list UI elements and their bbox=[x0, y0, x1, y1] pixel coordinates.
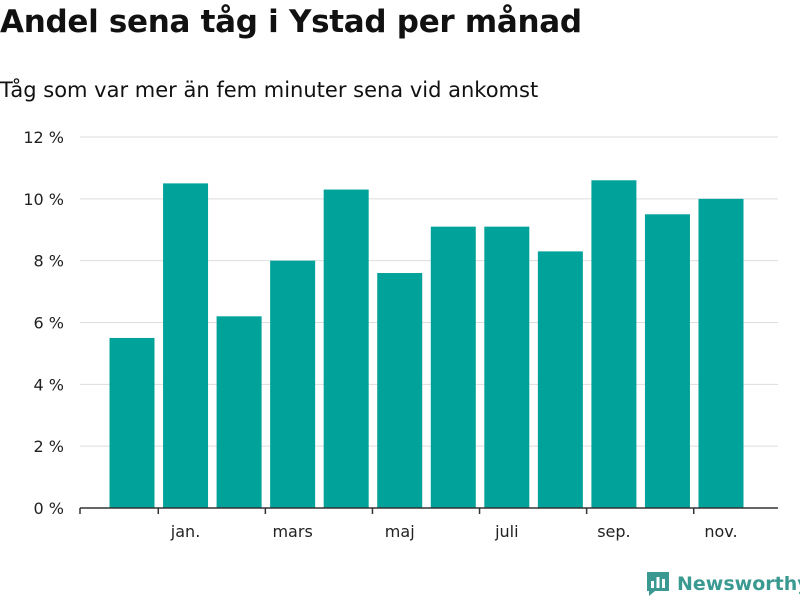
chart-title: Andel sena tåg i Ystad per månad bbox=[0, 4, 582, 40]
y-tick-label: 8 % bbox=[34, 252, 64, 271]
y-axis-ticks: 0 % 2 % 4 % 6 % 8 % 10 % 12 % bbox=[23, 128, 64, 518]
bar-nov bbox=[698, 198, 744, 509]
chart-subtitle: Tåg som var mer än fem minuter sena vid … bbox=[0, 78, 539, 102]
y-tick-label: 12 % bbox=[23, 128, 64, 147]
bar-mars bbox=[270, 260, 316, 508]
y-tick-label: 10 % bbox=[23, 190, 64, 209]
x-tick-label: mars bbox=[272, 522, 312, 541]
bar-jan bbox=[163, 183, 209, 508]
x-tick-label: juli bbox=[494, 522, 518, 541]
x-tick-label: nov. bbox=[704, 522, 737, 541]
newsworthy-logo: Newsworthy bbox=[645, 570, 800, 598]
bar-okt bbox=[644, 214, 690, 508]
y-tick-label: 4 % bbox=[34, 375, 64, 394]
bars bbox=[109, 180, 744, 509]
bar-juni bbox=[430, 226, 476, 509]
y-tick-label: 0 % bbox=[34, 499, 64, 518]
y-tick-label: 2 % bbox=[34, 437, 64, 456]
newsworthy-logo-text: Newsworthy bbox=[677, 573, 800, 595]
bar-feb bbox=[216, 316, 262, 508]
x-tick-label: maj bbox=[385, 522, 415, 541]
bar-dec bbox=[109, 337, 155, 508]
y-tick-label: 6 % bbox=[34, 314, 64, 333]
newsworthy-logo-icon bbox=[647, 572, 669, 596]
bar-sep bbox=[591, 180, 637, 509]
bar-juli bbox=[484, 226, 530, 509]
x-axis: jan. mars maj juli sep. nov. bbox=[79, 507, 778, 541]
bar-apr bbox=[323, 189, 369, 508]
bar-aug bbox=[537, 251, 583, 508]
x-tick-label: jan. bbox=[170, 522, 200, 541]
bar-maj bbox=[377, 273, 423, 508]
x-tick-label: sep. bbox=[597, 522, 630, 541]
